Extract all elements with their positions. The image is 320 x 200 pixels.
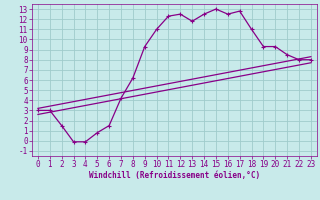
X-axis label: Windchill (Refroidissement éolien,°C): Windchill (Refroidissement éolien,°C) [89, 171, 260, 180]
